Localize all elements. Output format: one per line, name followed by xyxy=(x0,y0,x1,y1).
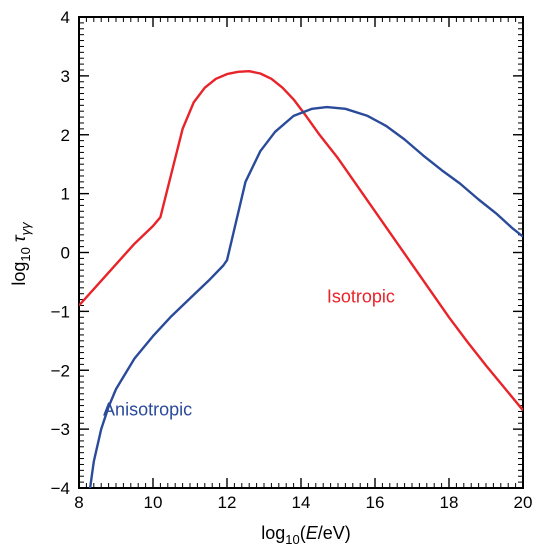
y-tick-label: 1 xyxy=(61,185,70,204)
y-tick-label: −3 xyxy=(51,420,70,439)
y-tick-label: 0 xyxy=(61,244,70,263)
y-tick-label: −1 xyxy=(51,302,70,321)
x-tick-label: 18 xyxy=(440,493,459,512)
x-axis-title-prefix: log xyxy=(261,523,285,543)
series-line-isotropic xyxy=(79,70,523,412)
series-lines xyxy=(79,70,523,488)
major-ticks xyxy=(78,16,524,489)
x-tick-label: 12 xyxy=(218,493,237,512)
y-axis-title-sub: 10 xyxy=(18,247,33,261)
x-tick-label: 10 xyxy=(144,493,163,512)
x-axis-title-var: E xyxy=(306,523,319,543)
y-axis-title-var: τ xyxy=(9,234,29,242)
x-axis-title: log10(E/eV) xyxy=(261,523,351,547)
x-axis-title-open: ( xyxy=(300,523,306,543)
y-tick-label: 4 xyxy=(61,8,70,27)
y-tick-label: 2 xyxy=(61,126,70,145)
x-tick-label: 20 xyxy=(514,493,533,512)
y-tick-label: −4 xyxy=(51,479,70,498)
x-tick-label: 14 xyxy=(292,493,311,512)
series-labels: Isotropic Anisotropic xyxy=(103,287,395,420)
y-tick-labels: −4 −3 −2 −1 0 1 2 3 4 xyxy=(51,8,70,498)
y-tick-label: −2 xyxy=(51,361,70,380)
x-axis-title-unit: /eV) xyxy=(318,523,351,543)
x-tick-label: 16 xyxy=(366,493,385,512)
series-label-isotropic: Isotropic xyxy=(327,287,395,307)
x-tick-label: 8 xyxy=(74,493,83,512)
x-tick-labels: 8 10 12 14 16 18 20 xyxy=(74,493,532,512)
x-axis-title-sub: 10 xyxy=(285,532,299,547)
y-tick-label: 3 xyxy=(61,67,70,86)
y-axis-title-varsub: γγ xyxy=(18,221,33,236)
y-axis-title-prefix: log xyxy=(9,262,29,286)
series-label-anisotropic: Anisotropic xyxy=(103,400,192,420)
y-axis-title: log10 τγγ xyxy=(9,221,33,286)
series-line-anisotropic xyxy=(88,105,523,488)
